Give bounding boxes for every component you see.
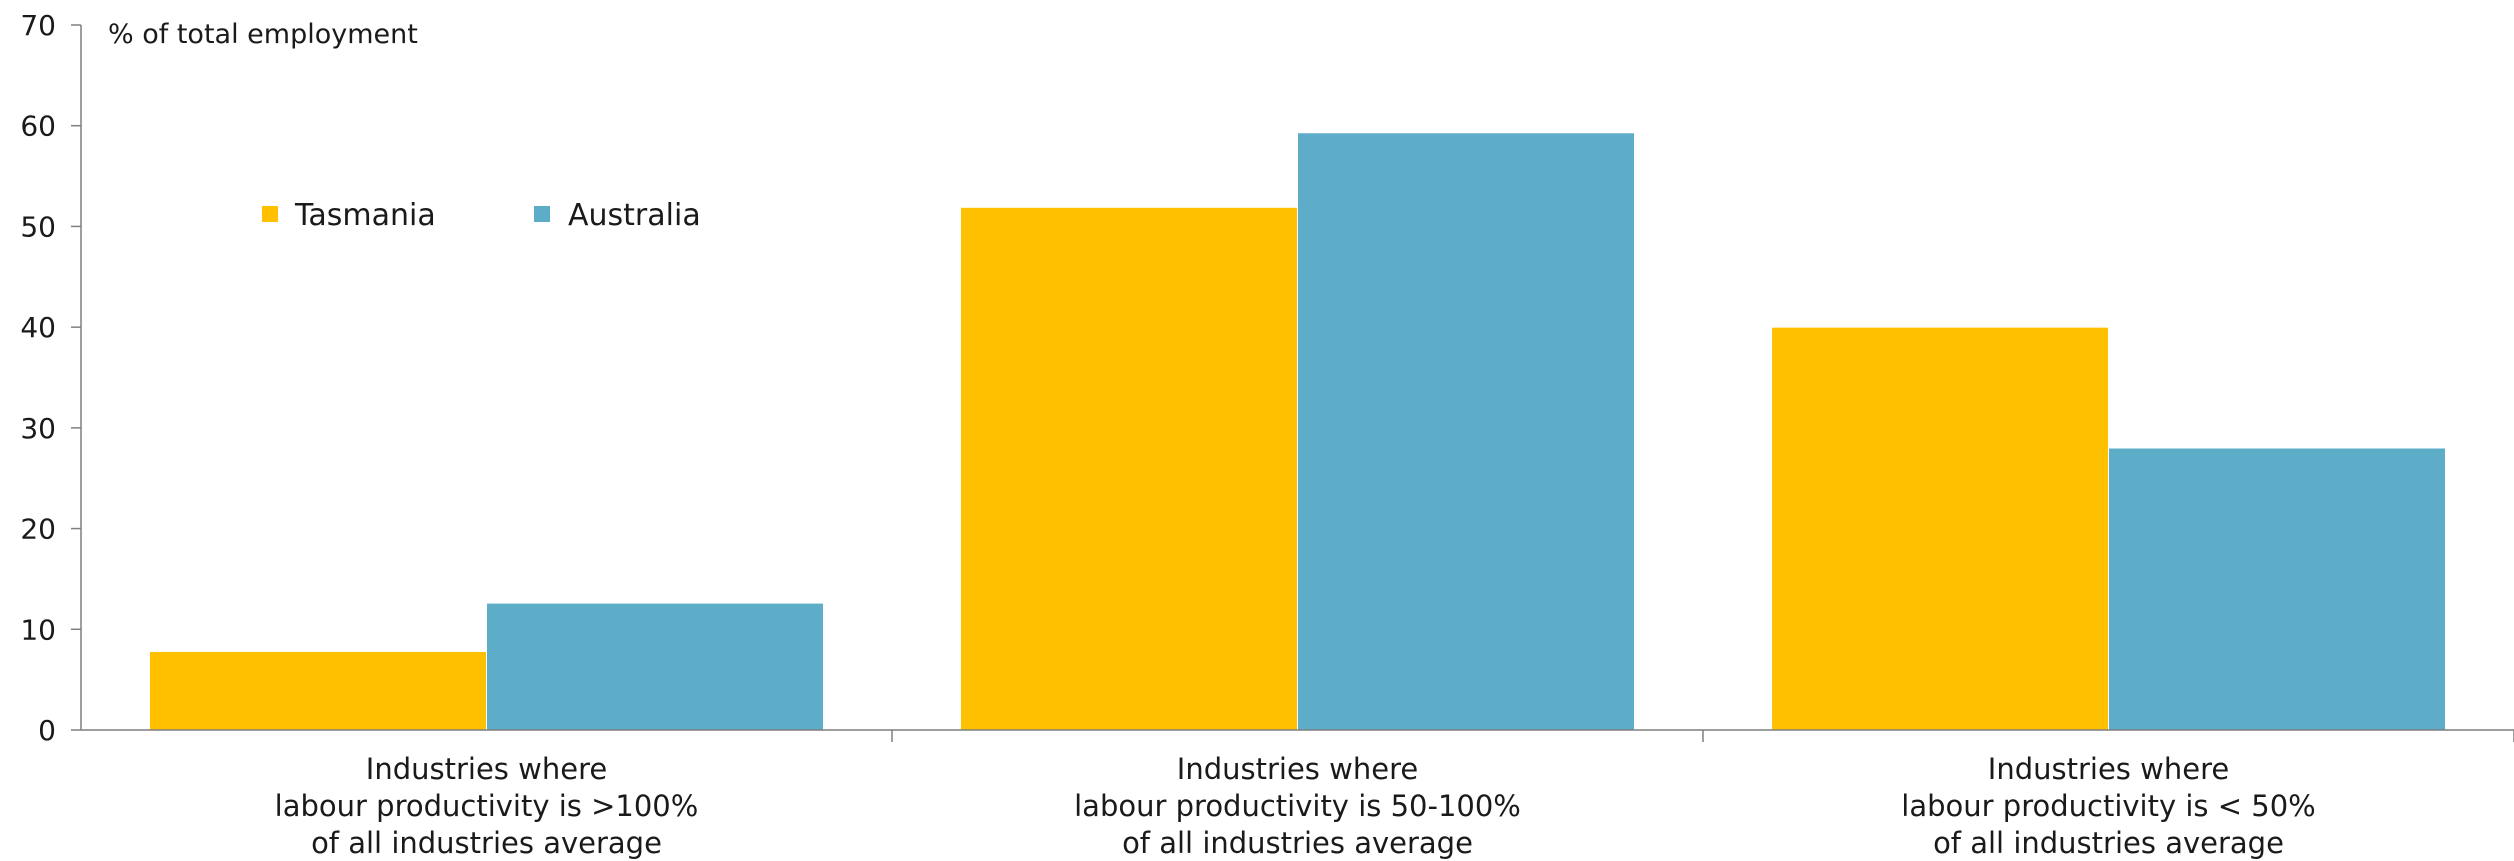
y-tick-label: 30: [20, 412, 56, 445]
bar-tasmania-0: [149, 650, 487, 731]
y-tick-label: 70: [20, 9, 56, 42]
y-tick-label: 10: [20, 613, 56, 646]
bars-group: [149, 132, 2446, 731]
legend-label-tasmania: Tasmania: [294, 198, 436, 233]
y-tick-label: 0: [38, 714, 56, 747]
x-category-label: labour productivity is < 50%: [1901, 789, 2315, 823]
bar-australia-1: [1297, 132, 1635, 731]
legend-swatch-tasmania: [262, 206, 278, 222]
legend-swatch-australia: [534, 206, 550, 222]
bar-australia-2: [2108, 447, 2446, 731]
legend: Tasmania Australia: [262, 198, 701, 233]
axes-group: [71, 24, 2514, 742]
x-category-label: Industries where: [1988, 752, 2229, 786]
x-category-label: of all industries average: [311, 826, 662, 860]
x-category-label: Industries where: [366, 752, 607, 786]
y-tick-label: 60: [20, 110, 56, 143]
bar-tasmania-2: [1771, 326, 2109, 731]
x-category-label: labour productivity is >100%: [275, 789, 699, 823]
x-category-label: Industries where: [1177, 752, 1418, 786]
y-tick-label: 50: [20, 210, 56, 243]
y-tick-label: 40: [20, 311, 56, 344]
x-category-label: of all industries average: [1933, 826, 2284, 860]
bar-tasmania-1: [960, 206, 1298, 731]
y-axis-unit-label: % of total employment: [108, 19, 418, 50]
x-category-label: labour productivity is 50-100%: [1074, 789, 1521, 823]
legend-label-australia: Australia: [568, 198, 701, 233]
y-tick-label: 20: [20, 513, 56, 546]
bar-australia-0: [486, 602, 824, 731]
y-tick-labels: 0 10 20 30 40 50 60 70: [20, 9, 56, 747]
x-category-label: of all industries average: [1122, 826, 1473, 860]
